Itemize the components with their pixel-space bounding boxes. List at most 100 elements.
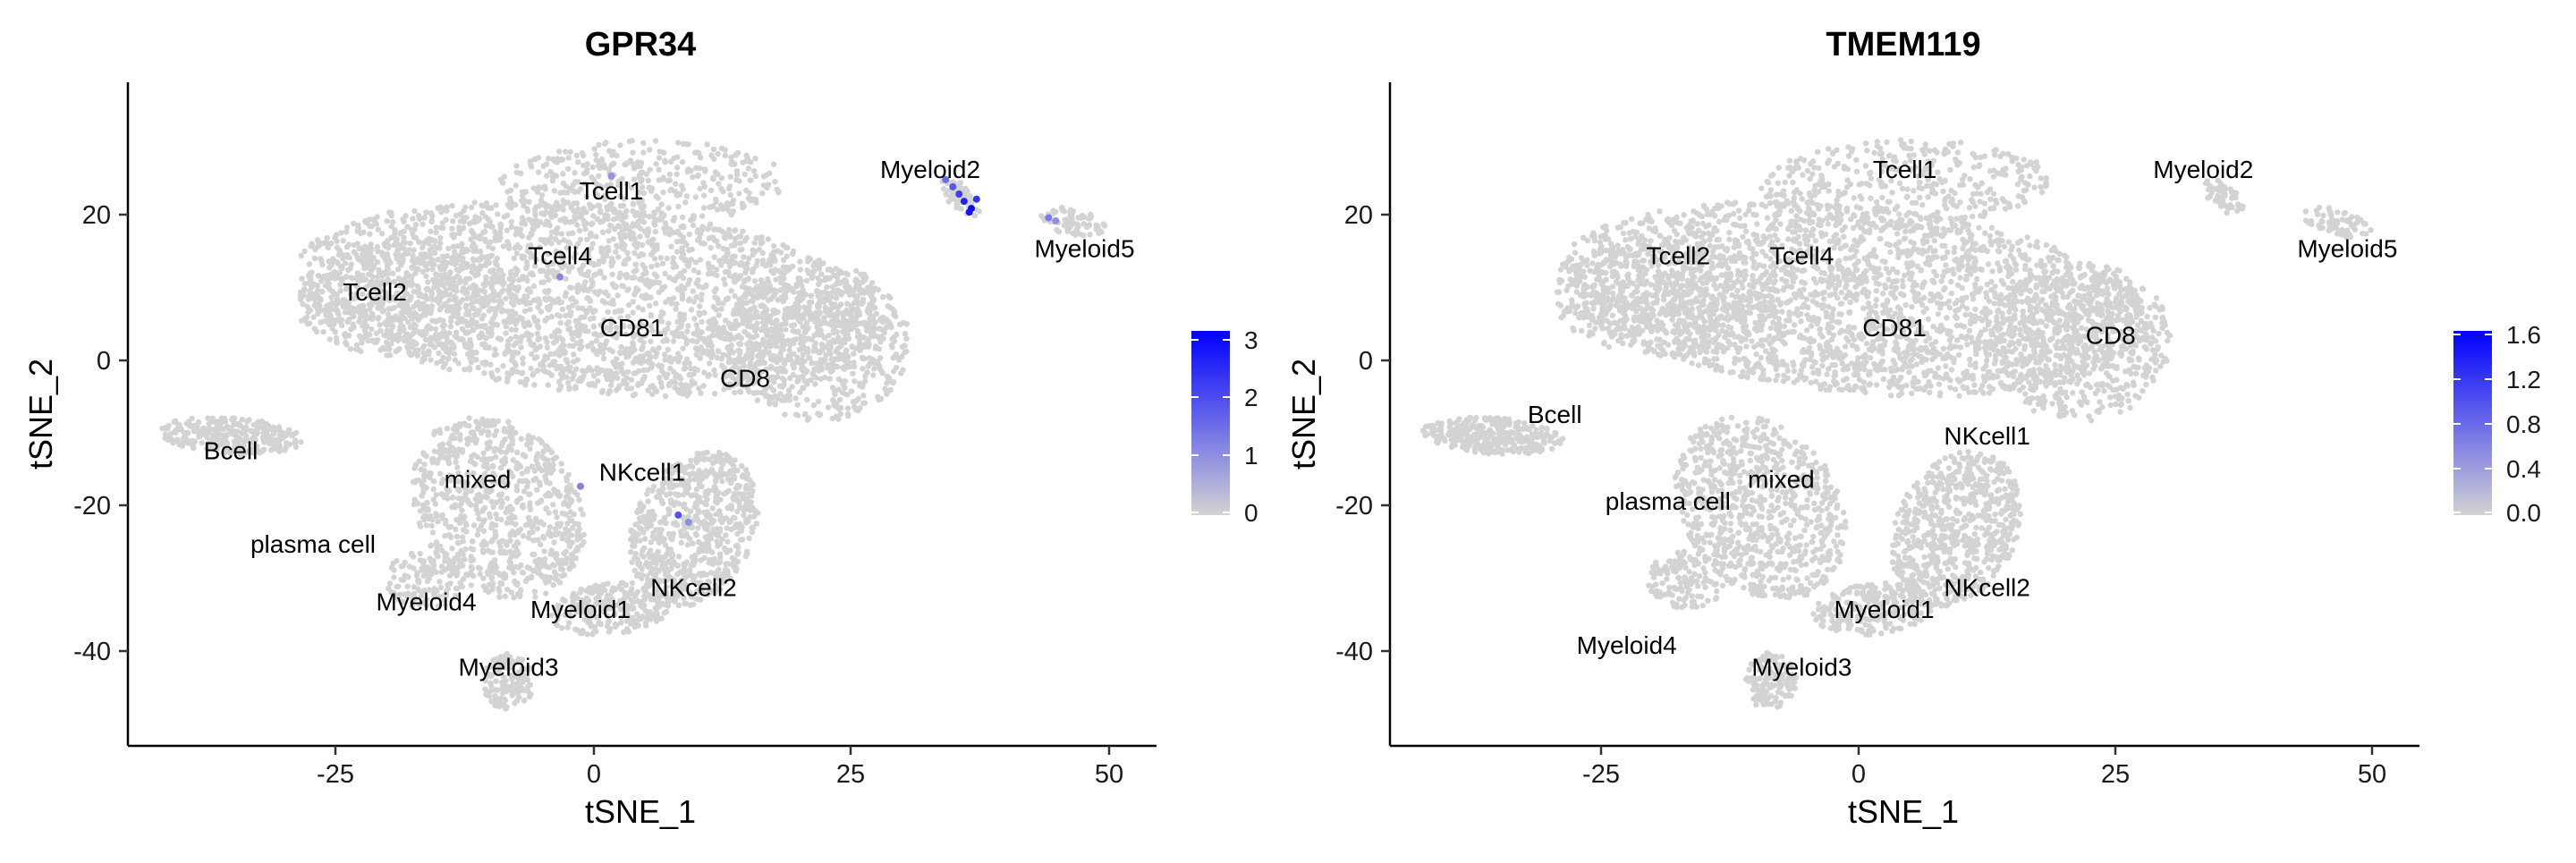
cell-point bbox=[896, 357, 902, 363]
cell-point bbox=[752, 156, 758, 162]
cell-point bbox=[667, 187, 674, 194]
cell-point bbox=[682, 285, 688, 292]
cell-point bbox=[435, 205, 441, 211]
cell-point bbox=[554, 514, 560, 520]
cell-point bbox=[686, 247, 692, 253]
cell-point bbox=[562, 148, 569, 155]
cell-point bbox=[728, 211, 734, 218]
cell-point bbox=[520, 299, 527, 305]
cell-point bbox=[519, 470, 525, 477]
cell-point bbox=[487, 239, 494, 245]
cell-point bbox=[815, 398, 822, 405]
cell-point bbox=[557, 319, 564, 326]
cell-point bbox=[491, 297, 497, 304]
cell-point bbox=[383, 252, 389, 258]
cell-point bbox=[551, 188, 557, 194]
cell-point bbox=[416, 239, 422, 245]
cell-point bbox=[509, 550, 515, 556]
cell-point bbox=[632, 289, 640, 295]
cell-point bbox=[569, 295, 576, 301]
cell-point bbox=[866, 310, 873, 317]
cell-point bbox=[746, 190, 752, 197]
cell-point bbox=[548, 372, 555, 378]
cell-point bbox=[759, 190, 766, 197]
cell-point bbox=[818, 271, 825, 277]
cell-point bbox=[459, 316, 465, 322]
cell-point bbox=[551, 351, 558, 357]
cell-point bbox=[344, 252, 351, 258]
cell-point bbox=[630, 221, 636, 227]
cell-point bbox=[697, 303, 703, 309]
cell-point bbox=[538, 192, 546, 199]
cell-point bbox=[557, 363, 564, 370]
cell-point bbox=[683, 140, 690, 148]
cell-point bbox=[596, 349, 602, 355]
cell-point bbox=[521, 293, 528, 300]
cell-point bbox=[453, 273, 461, 280]
cell-point bbox=[343, 244, 351, 250]
cell-point bbox=[526, 285, 532, 292]
cell-point bbox=[602, 215, 608, 221]
cell-point bbox=[464, 295, 470, 302]
cell-point bbox=[647, 278, 654, 285]
cell-point bbox=[870, 372, 877, 378]
cell-point bbox=[375, 226, 381, 233]
cell-point bbox=[420, 450, 427, 456]
cell-point bbox=[790, 248, 797, 255]
cell-point bbox=[703, 282, 709, 289]
cell-point bbox=[470, 522, 478, 529]
cell-point bbox=[564, 493, 571, 500]
cell-point bbox=[466, 435, 472, 442]
cell-point bbox=[489, 245, 496, 252]
cell-point bbox=[530, 477, 537, 484]
cell-point bbox=[508, 224, 515, 230]
cell-point bbox=[697, 231, 704, 238]
cell-point bbox=[861, 355, 868, 362]
cell-point bbox=[532, 537, 538, 544]
cell-point bbox=[758, 341, 765, 347]
cell-point bbox=[516, 462, 522, 469]
cell-point bbox=[522, 189, 530, 195]
cell-point bbox=[746, 349, 752, 355]
cell-point bbox=[473, 357, 479, 363]
cell-point bbox=[843, 347, 850, 353]
cell-point bbox=[531, 382, 538, 388]
cell-point bbox=[685, 260, 692, 267]
cell-point bbox=[631, 250, 638, 256]
cell-point bbox=[734, 530, 741, 537]
cell-point bbox=[440, 317, 446, 324]
cell-point bbox=[683, 356, 691, 362]
cell-point bbox=[691, 331, 697, 337]
cell-point bbox=[487, 218, 493, 225]
cell-point bbox=[502, 436, 508, 443]
cell-point bbox=[475, 364, 481, 371]
cell-point bbox=[486, 344, 492, 351]
cell-point bbox=[546, 287, 552, 294]
cell-point bbox=[390, 219, 396, 225]
cell-point bbox=[544, 355, 551, 361]
cell-point bbox=[588, 245, 595, 251]
cell-point bbox=[531, 263, 538, 269]
cell-point bbox=[340, 238, 346, 244]
cell-point bbox=[422, 336, 429, 343]
cell-point bbox=[682, 360, 688, 367]
cell-point bbox=[534, 486, 540, 494]
cell-point bbox=[334, 238, 340, 245]
cell-point bbox=[305, 309, 311, 316]
cell-point bbox=[517, 231, 523, 237]
cell-point bbox=[621, 260, 627, 267]
cell-point bbox=[512, 245, 518, 251]
cell-point bbox=[748, 324, 754, 330]
cell-point bbox=[797, 275, 803, 282]
cell-point bbox=[723, 335, 730, 343]
cell-point bbox=[631, 334, 637, 340]
cell-point bbox=[627, 157, 634, 164]
cell-point bbox=[518, 344, 524, 351]
cell-point bbox=[478, 522, 485, 529]
cell-point bbox=[437, 470, 444, 477]
cell-point bbox=[558, 231, 564, 237]
cell-point bbox=[833, 403, 839, 410]
cell-point bbox=[563, 526, 569, 532]
cell-point bbox=[821, 315, 827, 321]
cell-point bbox=[481, 455, 487, 462]
